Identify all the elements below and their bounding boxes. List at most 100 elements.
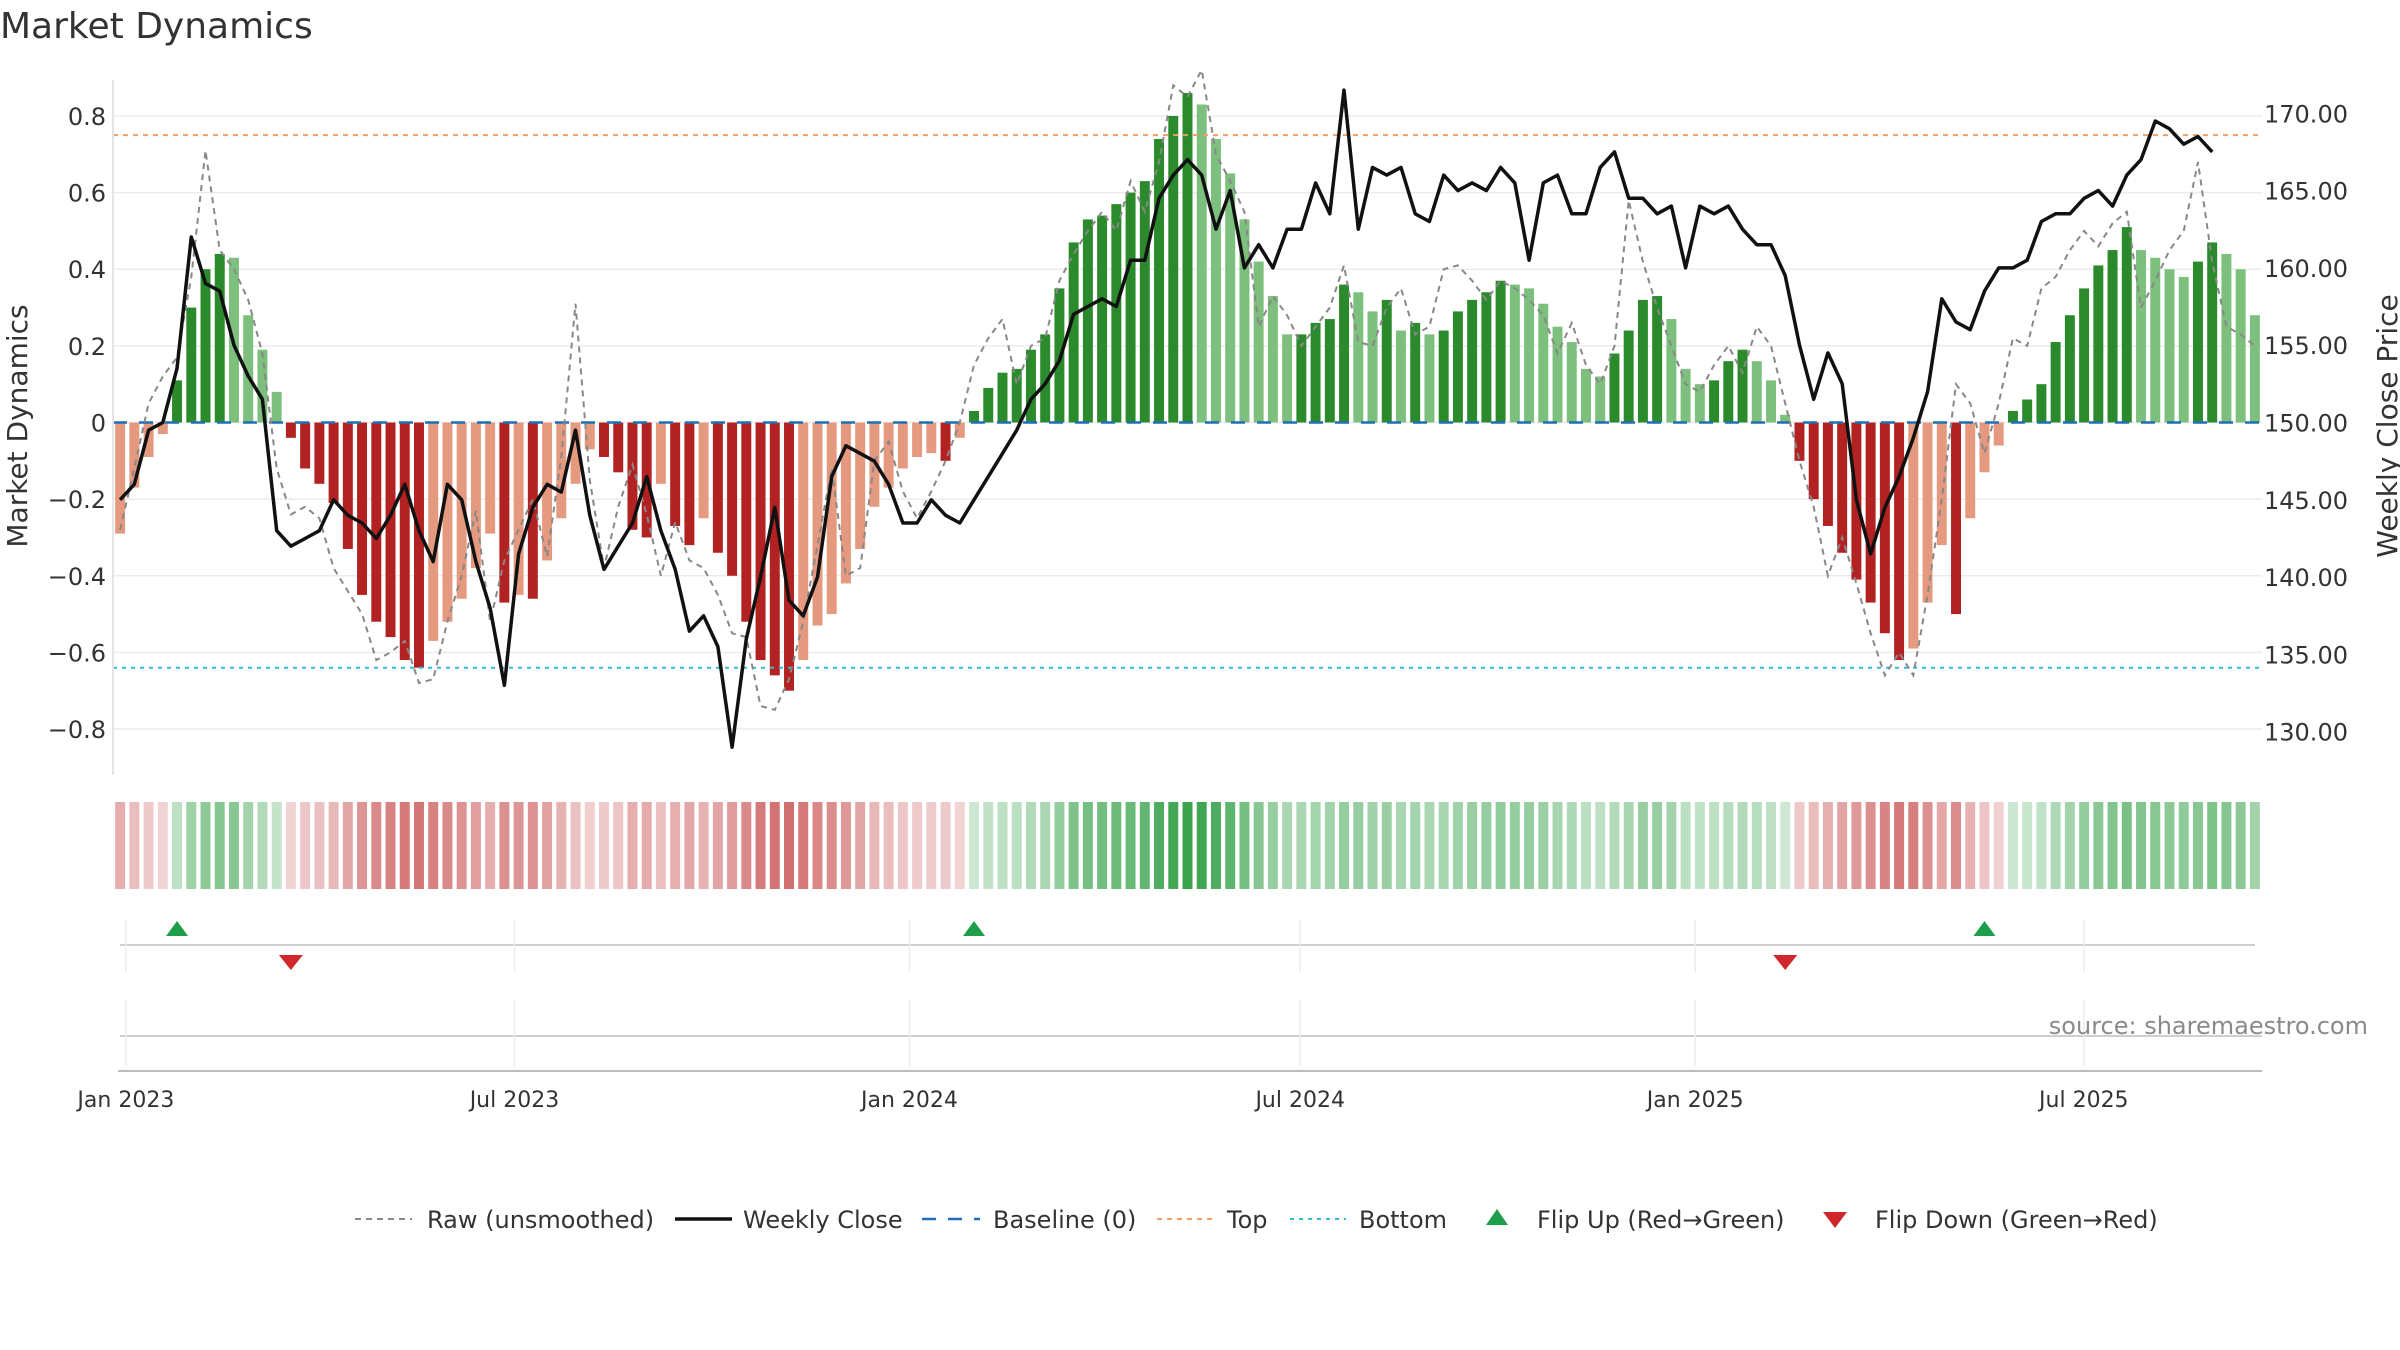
bar (798, 422, 809, 661)
regime-cell (414, 802, 424, 889)
bar (1339, 284, 1350, 423)
bar (1936, 422, 1947, 546)
y-tick-label-left: 0.6 (68, 180, 106, 208)
bar (1082, 219, 1093, 423)
regime-cell (784, 802, 794, 889)
regime-cell (1865, 802, 1876, 889)
regime-cell (470, 802, 481, 889)
y-tick-label-right: 145.00 (2264, 487, 2348, 515)
regime-cell (1196, 802, 1207, 889)
bar (1751, 361, 1762, 423)
regime-cell (271, 802, 282, 889)
regime-cell (997, 802, 1008, 889)
bar (371, 422, 382, 622)
bar (1652, 296, 1663, 423)
bar (1993, 422, 2004, 446)
bar (855, 422, 866, 549)
regime-cell (1395, 802, 1406, 889)
regime-cell (1225, 802, 1236, 889)
bar (1196, 104, 1207, 423)
bar (1139, 181, 1150, 423)
bar (470, 422, 481, 569)
y-tick-label-left: 0.8 (68, 103, 106, 131)
regime-cell (1794, 802, 1805, 889)
regime-cell (385, 802, 396, 889)
bar (2221, 253, 2232, 423)
bar (940, 422, 951, 461)
bar (2207, 242, 2218, 423)
regime-cell (485, 802, 496, 889)
y-tick-label-right: 165.00 (2264, 178, 2348, 206)
regime-cell (357, 802, 368, 889)
bar (584, 422, 595, 450)
y-tick-label-right: 170.00 (2264, 100, 2348, 128)
bar (2050, 342, 2061, 423)
regime-cell (1936, 802, 1947, 889)
bar (2107, 250, 2118, 423)
regime-cell (1993, 802, 2004, 889)
regime-cell (1495, 802, 1506, 889)
regime-cell (328, 802, 339, 889)
flip-down-marker (278, 955, 303, 970)
bar (627, 422, 638, 530)
bar (1395, 330, 1406, 423)
bar (712, 422, 723, 553)
bar (1267, 296, 1278, 423)
bar (1637, 299, 1648, 423)
regime-cell (499, 802, 510, 889)
bar (670, 422, 681, 526)
regime-cell (684, 802, 695, 889)
regime-cell (1424, 802, 1435, 889)
bar (741, 422, 752, 622)
regime-cell (1965, 802, 1976, 889)
regime-cell (1566, 802, 1577, 889)
bar (1908, 422, 1919, 649)
regime-cell (1652, 802, 1663, 889)
y-tick-label-right: 135.00 (2264, 641, 2348, 669)
regime-cell (1054, 802, 1065, 889)
regime-cell (1637, 802, 1648, 889)
regime-cell (983, 802, 994, 889)
regime-cell (1837, 802, 1848, 889)
regime-cell (855, 802, 866, 889)
regime-cell (1210, 802, 1221, 889)
regime-cell (1808, 802, 1819, 889)
regime-cell (1381, 802, 1392, 889)
regime-cell (1125, 802, 1136, 889)
bar (1794, 422, 1805, 461)
regime-cell (2136, 802, 2147, 889)
x-tick-label: Jul 2024 (1253, 1088, 1345, 1113)
regime-cell (513, 802, 524, 889)
raw-series-line (119, 66, 2256, 712)
y-tick-label-left: 0.4 (68, 256, 106, 284)
bar (1780, 414, 1791, 423)
bar (115, 422, 126, 534)
regime-cell (228, 802, 239, 889)
y-tick-label-right: 155.00 (2264, 332, 2348, 360)
bar (1097, 215, 1108, 423)
bar (200, 269, 211, 423)
bar (1168, 115, 1179, 423)
bar (1965, 422, 1976, 519)
regime-cell (755, 802, 766, 889)
bar (1709, 380, 1720, 423)
bar (2064, 315, 2075, 423)
bar (456, 422, 467, 599)
bar (157, 422, 168, 434)
regime-cell (214, 802, 225, 889)
bar (1381, 299, 1392, 423)
regime-cell (2178, 802, 2189, 889)
regime-cell (1239, 802, 1250, 889)
regime-cell (1082, 802, 1093, 889)
bar (1040, 334, 1051, 423)
legend-label-bottom: Bottom (1359, 1206, 1447, 1234)
bar (1837, 422, 1848, 553)
regime-cell (1922, 802, 1933, 889)
bar (1894, 422, 1905, 661)
bar (485, 422, 496, 534)
bar (869, 422, 880, 507)
chart-title: Market Dynamics (0, 6, 313, 47)
bar (2079, 288, 2090, 423)
bar (271, 391, 282, 423)
regime-cell (243, 802, 254, 889)
